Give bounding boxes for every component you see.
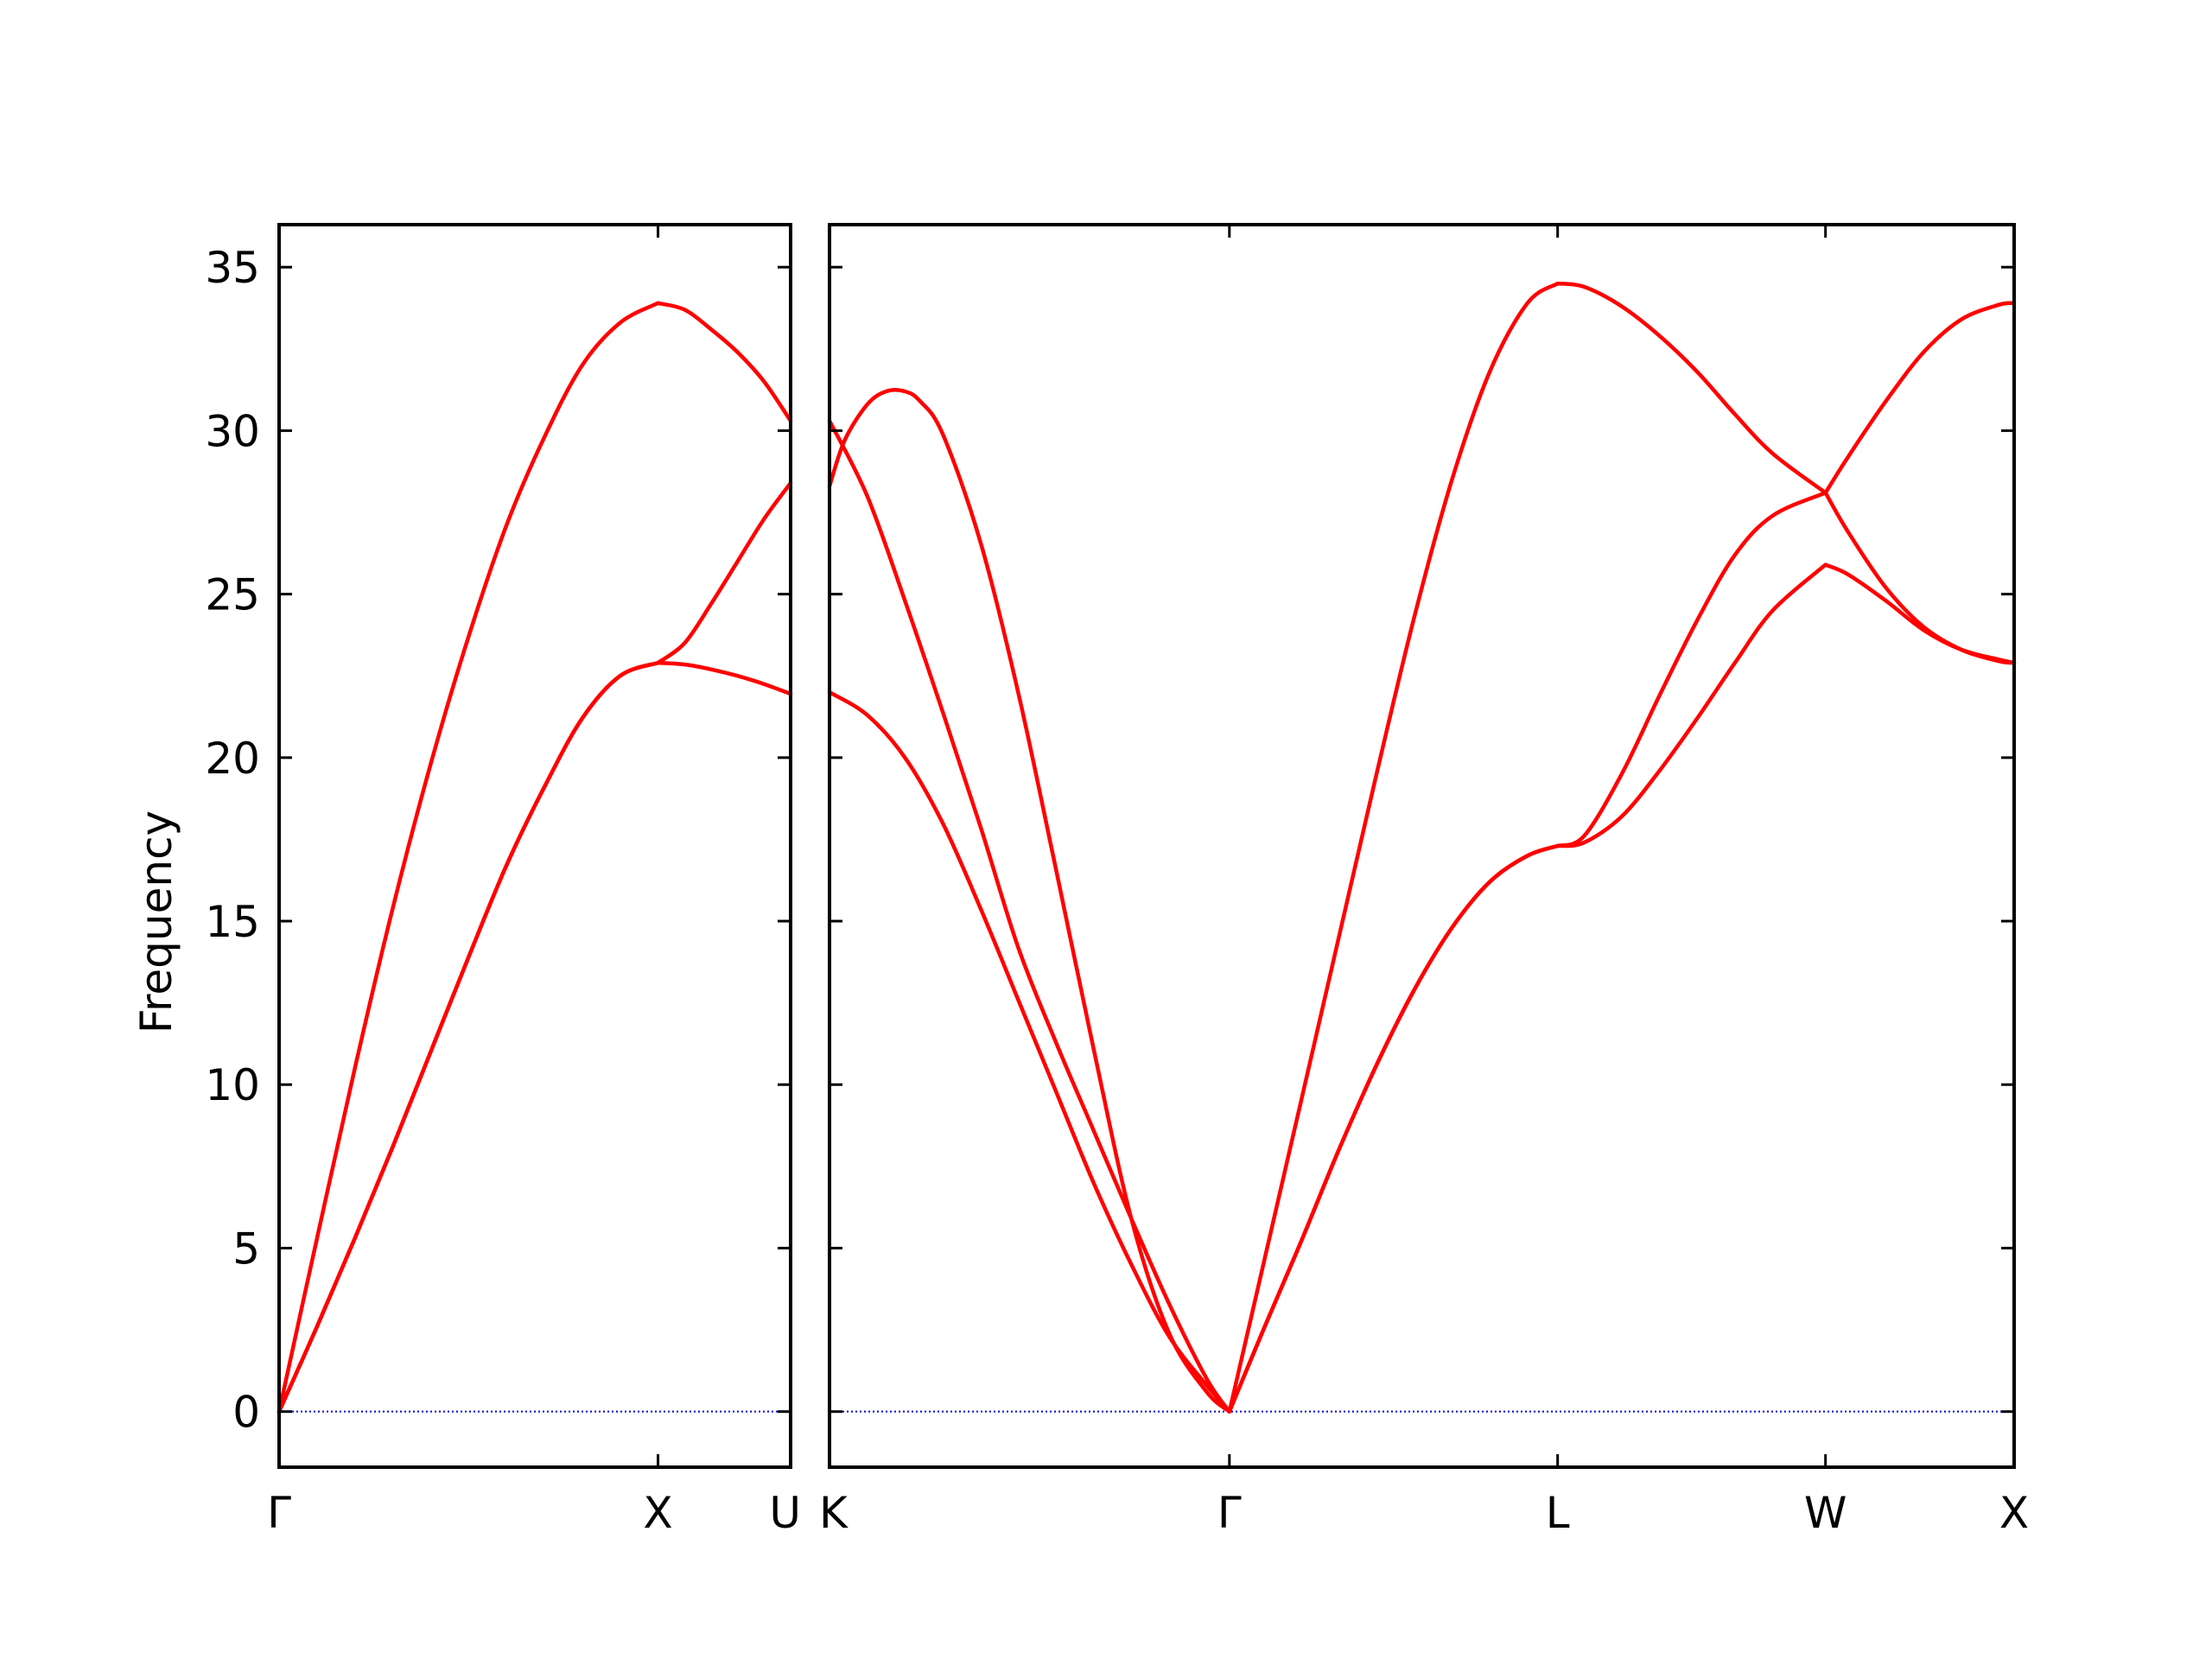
y-tick-label: 0 xyxy=(232,1388,260,1438)
band-3-segment-1 xyxy=(276,660,660,1414)
y-tick-label: 5 xyxy=(232,1224,260,1274)
band-2-segment-2 xyxy=(656,480,793,665)
x-tick-label: X xyxy=(643,1488,672,1538)
band-1-segment-1 xyxy=(827,418,1232,1414)
panel-left: 0 5 10 15 20 25 30 35 Γ X U xyxy=(205,223,801,1538)
x-tick-label: W xyxy=(1804,1488,1847,1538)
y-tick-label: 30 xyxy=(205,406,260,456)
y-tick-label: 10 xyxy=(205,1060,260,1110)
y-axis-label: Frequency xyxy=(131,810,181,1033)
band-2-segment-4 xyxy=(1823,301,2017,495)
x-tick-label: X xyxy=(1999,1488,2029,1538)
y-tick-label: 25 xyxy=(205,570,260,620)
x-tick-label: L xyxy=(1546,1488,1570,1538)
band-3-segment-3 xyxy=(1555,563,1827,849)
band-3-segment-1 xyxy=(827,690,1232,1414)
band-2-segment-1 xyxy=(827,388,1232,1414)
band-1-segment-3 xyxy=(1555,281,1827,495)
panels-layer: 0 5 10 15 20 25 30 35 Γ X U K Γ L W X xyxy=(205,223,2029,1538)
band-3-segment-4 xyxy=(1823,563,2017,665)
band-2-segment-1 xyxy=(276,660,660,1414)
axes-frame xyxy=(828,223,2016,1469)
band-1-segment-2 xyxy=(1227,281,1560,1414)
band-3-segment-2 xyxy=(1227,843,1560,1414)
axes-frame xyxy=(277,223,792,1469)
band-1-segment-1 xyxy=(276,301,660,1414)
band-3-segment-2 xyxy=(656,660,793,696)
x-tick-label: K xyxy=(819,1488,849,1538)
y-tick-label: 20 xyxy=(205,734,260,784)
band-2-segment-2 xyxy=(1227,843,1560,1414)
x-tick-label: Γ xyxy=(267,1488,291,1538)
x-tick-label: U xyxy=(769,1488,801,1538)
y-tick-label: 35 xyxy=(205,243,260,293)
y-tick-label: 15 xyxy=(205,897,260,947)
band-1-segment-2 xyxy=(656,301,793,423)
band-2-segment-3 xyxy=(1555,491,1827,849)
x-tick-label: Γ xyxy=(1217,1488,1242,1538)
